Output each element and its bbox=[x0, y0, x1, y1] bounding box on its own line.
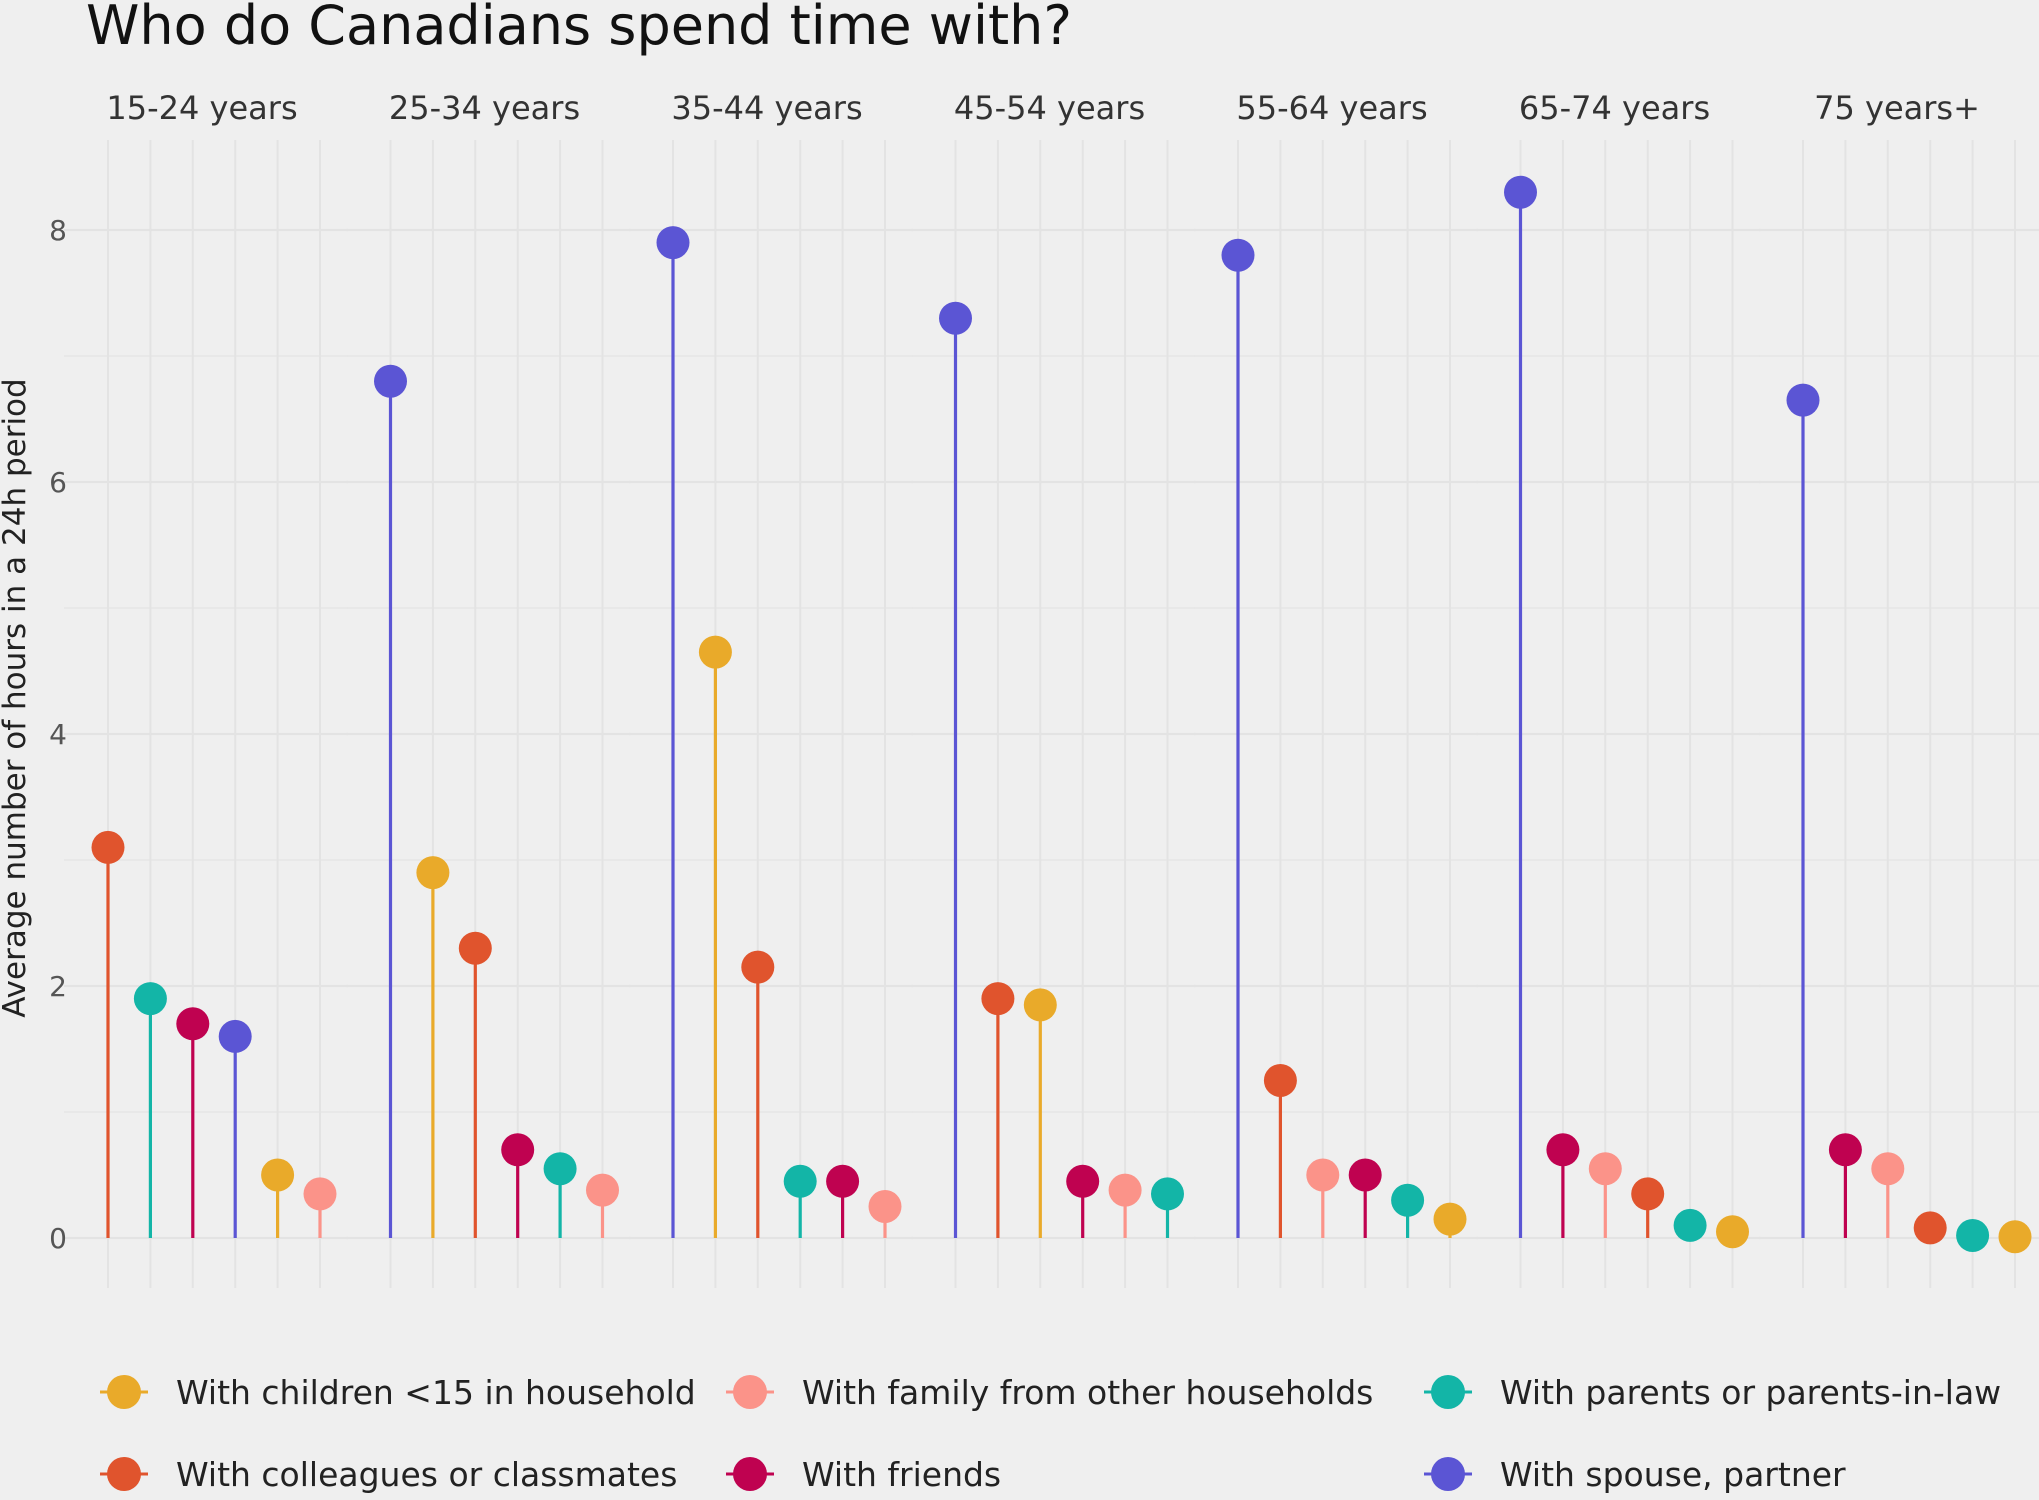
lollipop-point bbox=[826, 1164, 860, 1198]
lollipop-point bbox=[1588, 1152, 1622, 1186]
facet-label: 25-34 years bbox=[389, 89, 580, 127]
lollipop-point bbox=[1716, 1215, 1749, 1249]
lollipop-point bbox=[218, 1019, 252, 1053]
plot-area: 15-24 years 25-34 years 35-44 years 45-54 y… bbox=[49, 89, 2039, 1288]
lollipop-point bbox=[1546, 1133, 1580, 1167]
legend-label: With friends bbox=[802, 1455, 1001, 1494]
y-axis-title: Average number of hours in a 24h period bbox=[0, 378, 33, 1017]
lollipop-point bbox=[1066, 1164, 1100, 1198]
lollipop-point bbox=[1221, 238, 1255, 272]
legend-label: With colleagues or classmates bbox=[176, 1455, 677, 1494]
lollipop-point bbox=[543, 1152, 577, 1186]
lollipop-point bbox=[1504, 175, 1537, 209]
facet-label: 75 years+ bbox=[1814, 89, 1980, 127]
facet-label: 35-44 years bbox=[671, 89, 862, 127]
lollipop-point bbox=[374, 364, 407, 398]
lollipop-point bbox=[1306, 1158, 1340, 1192]
facet-label: 15-24 years bbox=[106, 89, 297, 127]
lollipop-point bbox=[261, 1158, 295, 1192]
lollipop-point bbox=[1673, 1208, 1707, 1242]
lollipop-point bbox=[1023, 988, 1057, 1022]
facet-label: 45-54 years bbox=[954, 89, 1145, 127]
legend-item: With spouse, partner bbox=[1424, 1455, 1846, 1494]
lollipop-point bbox=[1913, 1211, 1947, 1245]
lollipop-point bbox=[303, 1177, 337, 1211]
lollipop-point bbox=[939, 301, 972, 335]
legend-swatch-point bbox=[1431, 1457, 1465, 1491]
lollipop-point bbox=[1631, 1177, 1665, 1211]
lollipop-point bbox=[1151, 1177, 1184, 1211]
lollipop-point bbox=[1786, 383, 1820, 417]
legend-swatch-point bbox=[1431, 1375, 1465, 1409]
facet-label: 65-74 years bbox=[1519, 89, 1710, 127]
lollipop-point bbox=[1108, 1173, 1142, 1207]
legend: With children <15 in household With famil… bbox=[100, 1373, 2001, 1494]
legend-label: With children <15 in household bbox=[176, 1373, 696, 1412]
legend-item: With children <15 in household bbox=[100, 1373, 696, 1412]
lollipop-point bbox=[868, 1190, 902, 1223]
lollipop-point bbox=[91, 830, 125, 864]
y-tick-label: 2 bbox=[49, 970, 67, 1003]
lollipop-point bbox=[1263, 1064, 1297, 1097]
lollipop-point bbox=[1956, 1218, 1990, 1252]
legend-swatch-point bbox=[733, 1375, 767, 1409]
lollipop-point bbox=[501, 1133, 535, 1167]
legend-item: With colleagues or classmates bbox=[100, 1455, 677, 1494]
y-tick-label: 6 bbox=[49, 466, 67, 499]
legend-swatch-point bbox=[107, 1457, 141, 1491]
lollipop-point bbox=[1348, 1158, 1382, 1192]
y-tick-label: 8 bbox=[49, 214, 67, 247]
y-tick-label: 4 bbox=[49, 718, 67, 751]
lollipop-point bbox=[133, 982, 167, 1016]
lollipop-point bbox=[586, 1173, 619, 1207]
lollipop-point bbox=[741, 950, 775, 984]
legend-item: With parents or parents-in-law bbox=[1424, 1373, 2001, 1412]
legend-swatch-point bbox=[733, 1457, 767, 1491]
legend-item: With friends bbox=[726, 1455, 1001, 1494]
lollipop-point bbox=[698, 635, 732, 669]
lollipop-point bbox=[783, 1164, 817, 1198]
legend-label: With spouse, partner bbox=[1500, 1455, 1846, 1494]
lollipop-point bbox=[458, 931, 492, 965]
lollipop-point bbox=[1871, 1152, 1905, 1186]
lollipop-point bbox=[1998, 1220, 2032, 1254]
lollipop-point bbox=[176, 1007, 210, 1041]
lollipop-point bbox=[656, 226, 690, 260]
lollipop-point bbox=[981, 982, 1015, 1016]
legend-label: With family from other households bbox=[802, 1373, 1373, 1412]
lollipop-point bbox=[1433, 1202, 1467, 1236]
legend-item: With family from other households bbox=[726, 1373, 1373, 1412]
facet-label: 55-64 years bbox=[1236, 89, 1427, 127]
lollipop-point bbox=[416, 856, 450, 890]
chart-title: Who do Canadians spend time with? bbox=[86, 0, 1072, 57]
legend-swatch-point bbox=[107, 1375, 141, 1409]
lollipop-point bbox=[1828, 1133, 1862, 1167]
lollipop-point bbox=[1391, 1183, 1425, 1217]
legend-label: With parents or parents-in-law bbox=[1500, 1373, 2001, 1412]
y-tick-label: 0 bbox=[49, 1222, 67, 1255]
facet-panel: 75 years+ bbox=[1759, 89, 2039, 1288]
